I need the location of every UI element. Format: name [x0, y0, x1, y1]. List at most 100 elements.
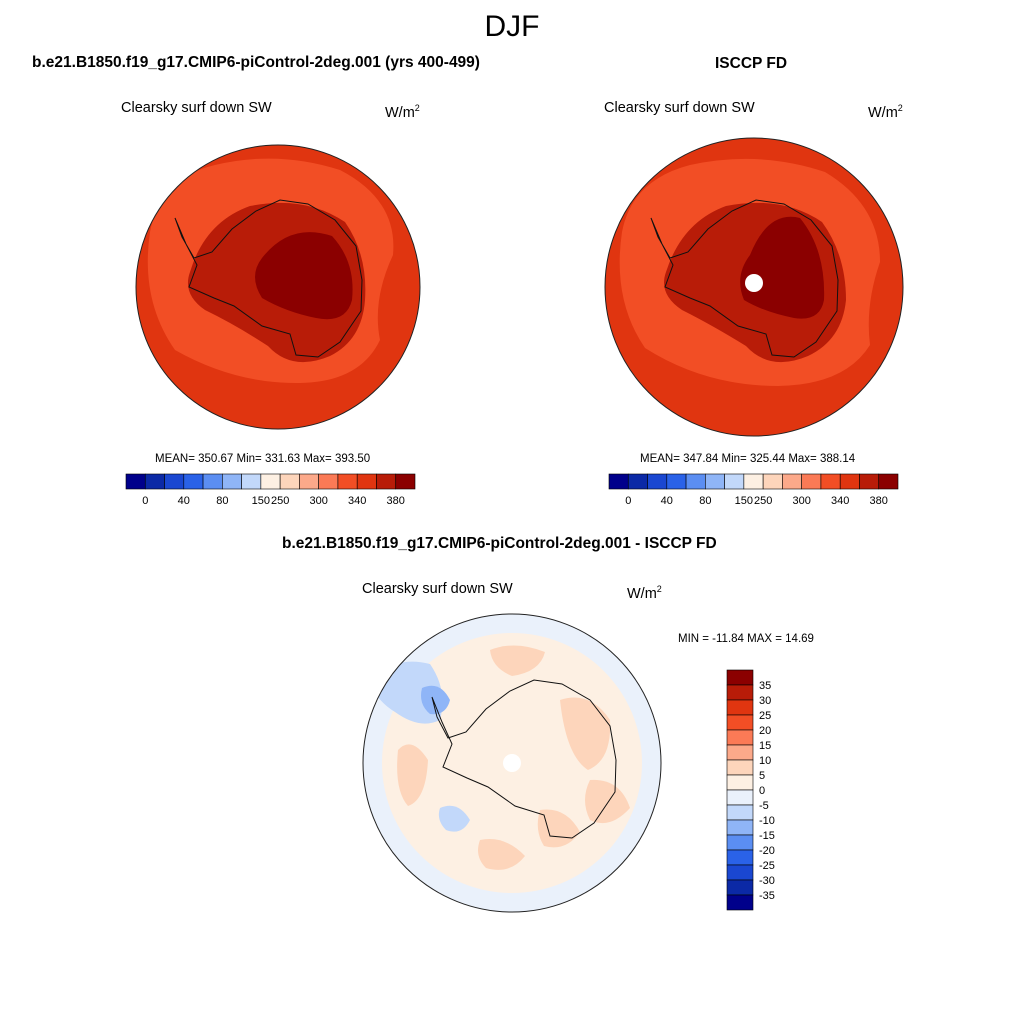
- colorbar-left-tick-label: 250: [271, 495, 289, 507]
- colorbar-right-tick-label: 80: [699, 495, 711, 507]
- map-left: [135, 144, 421, 430]
- colorbar-right-tick-label: 0: [625, 495, 631, 507]
- panel-right-stats: MEAN= 347.84 Min= 325.44 Max= 388.14: [640, 453, 856, 465]
- colorbar-diff-tick-label: 25: [759, 710, 771, 722]
- colorbar-diff-tick-label: 10: [759, 755, 771, 767]
- colorbar-diff-tick-label: 0: [759, 785, 765, 797]
- map-diff-coastline: [431, 679, 617, 839]
- colorbar-right-swatch: [627, 473, 648, 490]
- colorbar-right-swatch: [685, 473, 706, 490]
- colorbar-diff-swatch: [726, 819, 754, 836]
- colorbar-diff-swatch: [726, 789, 754, 806]
- colorbar-right-tick-label: 380: [870, 495, 888, 507]
- map-left-plateau: [255, 232, 353, 320]
- colorbar-left-swatch: [337, 473, 358, 490]
- colorbar-diff-swatch: [726, 744, 754, 761]
- panel-left-variable: Clearsky surf down SW: [121, 100, 272, 116]
- colorbar-diff-tick-label: -5: [759, 800, 769, 812]
- colorbar-left-tick-label: 80: [216, 495, 228, 507]
- map-right-plateau: [740, 216, 825, 319]
- colorbar-left-swatch: [260, 473, 281, 490]
- map-diff-pos-patch-3: [560, 697, 611, 770]
- panel-left-stats: MEAN= 350.67 Min= 331.63 Max= 393.50: [155, 453, 371, 465]
- colorbar-diff-swatch: [726, 699, 754, 716]
- colorbar-right-swatch: [608, 473, 629, 490]
- colorbar-diff-tick-label: 5: [759, 770, 765, 782]
- panel-diff-title: b.e21.B1850.f19_g17.CMIP6-piControl-2deg…: [282, 535, 717, 552]
- colorbar-left-swatch: [376, 473, 397, 490]
- map-diff-pos-patch-4: [585, 779, 630, 824]
- colorbar-left-tick-label: 40: [178, 495, 190, 507]
- colorbar-diff-swatch: [726, 684, 754, 701]
- colorbar-diff-swatch: [726, 774, 754, 791]
- colorbar-diff: 35 30 25 20 15 10 5 0 -5 -10 -15 -20 -25 -30 -35: [726, 669, 775, 911]
- map-diff-pos-patch-2: [490, 645, 545, 676]
- colorbar-left-tick-label: 380: [387, 495, 405, 507]
- colorbar-left-tick-label: 150: [252, 495, 270, 507]
- map-diff-neg-patch-2: [421, 685, 450, 715]
- map-right-border: [604, 137, 904, 437]
- map-diff-border: [362, 613, 662, 913]
- colorbar-left-swatch: [299, 473, 319, 490]
- panel-left-title: b.e21.B1850.f19_g17.CMIP6-piControl-2deg…: [32, 54, 480, 71]
- colorbar-right-swatch: [859, 473, 880, 490]
- colorbar-diff-swatch: [726, 714, 754, 731]
- season-title: DJF: [484, 10, 540, 43]
- colorbar-diff-tick-label: -15: [759, 830, 775, 842]
- colorbar-diff-swatch: [726, 759, 754, 776]
- map-right-pole-gap: [745, 274, 763, 292]
- panel-right-title: ISCCP FD: [715, 55, 788, 72]
- colorbar-left-swatch: [222, 473, 242, 490]
- colorbar-right-swatch: [743, 473, 764, 490]
- colorbar-diff-tick-label: 15: [759, 740, 771, 752]
- colorbar-diff-tick-label: -10: [759, 815, 775, 827]
- colorbar-right-swatch: [820, 473, 841, 490]
- colorbar-left: 0 40 80 150 250 300 340 380: [125, 473, 416, 507]
- map-right: [604, 137, 904, 437]
- colorbar-left-swatch: [318, 473, 339, 490]
- colorbar-diff-swatch: [726, 849, 754, 866]
- map-diff-pos-patch-1: [397, 744, 428, 806]
- colorbar-right-swatch: [839, 473, 860, 490]
- colorbar-right: 0 40 80 150 250 300 340 380: [608, 473, 899, 507]
- colorbar-left-swatch: [241, 473, 262, 490]
- colorbar-left-swatch: [164, 473, 185, 490]
- panel-left-units: W/m2: [385, 103, 420, 121]
- colorbar-right-swatch: [801, 473, 822, 490]
- colorbar-right-tick-label: 250: [754, 495, 772, 507]
- colorbar-right-tick-label: 150: [735, 495, 753, 507]
- colorbar-left-tick-label: 300: [309, 495, 327, 507]
- colorbar-right-swatch: [878, 473, 899, 490]
- colorbar-left-tick-label: 340: [348, 495, 366, 507]
- colorbar-diff-swatch: [726, 669, 754, 686]
- panel-right-units: W/m2: [868, 103, 903, 121]
- colorbar-left-tick-label: 0: [142, 495, 148, 507]
- panel-right-variable: Clearsky surf down SW: [604, 100, 755, 116]
- colorbar-diff-tick-label: -25: [759, 860, 775, 872]
- colorbar-diff-swatch: [726, 834, 754, 851]
- colorbar-right-swatch: [724, 473, 745, 490]
- colorbar-diff-tick-label: -30: [759, 875, 775, 887]
- colorbar-left-swatch: [356, 473, 377, 490]
- colorbar-diff-tick-label: 30: [759, 695, 771, 707]
- colorbar-left-swatch: [395, 473, 416, 490]
- colorbar-diff-swatch: [726, 864, 754, 881]
- colorbar-left-swatch: [183, 473, 204, 490]
- colorbar-diff-tick-label: 35: [759, 680, 771, 692]
- colorbar-left-swatch: [279, 473, 300, 490]
- colorbar-right-swatch: [762, 473, 783, 490]
- panel-diff-minmax: MIN = -11.84 MAX = 14.69: [678, 633, 814, 645]
- colorbar-right-tick-label: 340: [831, 495, 849, 507]
- map-right-coastline: [650, 199, 839, 358]
- map-left-coastline: [174, 199, 363, 358]
- colorbar-right-swatch: [666, 473, 687, 490]
- colorbar-diff-tick-label: 20: [759, 725, 771, 737]
- colorbar-right-swatch: [705, 473, 725, 490]
- colorbar-right-swatch: [782, 473, 802, 490]
- colorbar-diff-tick-label: -20: [759, 845, 775, 857]
- panel-diff-variable: Clearsky surf down SW: [362, 581, 513, 597]
- map-diff: [362, 613, 662, 913]
- colorbar-diff-tick-label: -35: [759, 890, 775, 902]
- colorbar-left-swatch: [202, 473, 223, 490]
